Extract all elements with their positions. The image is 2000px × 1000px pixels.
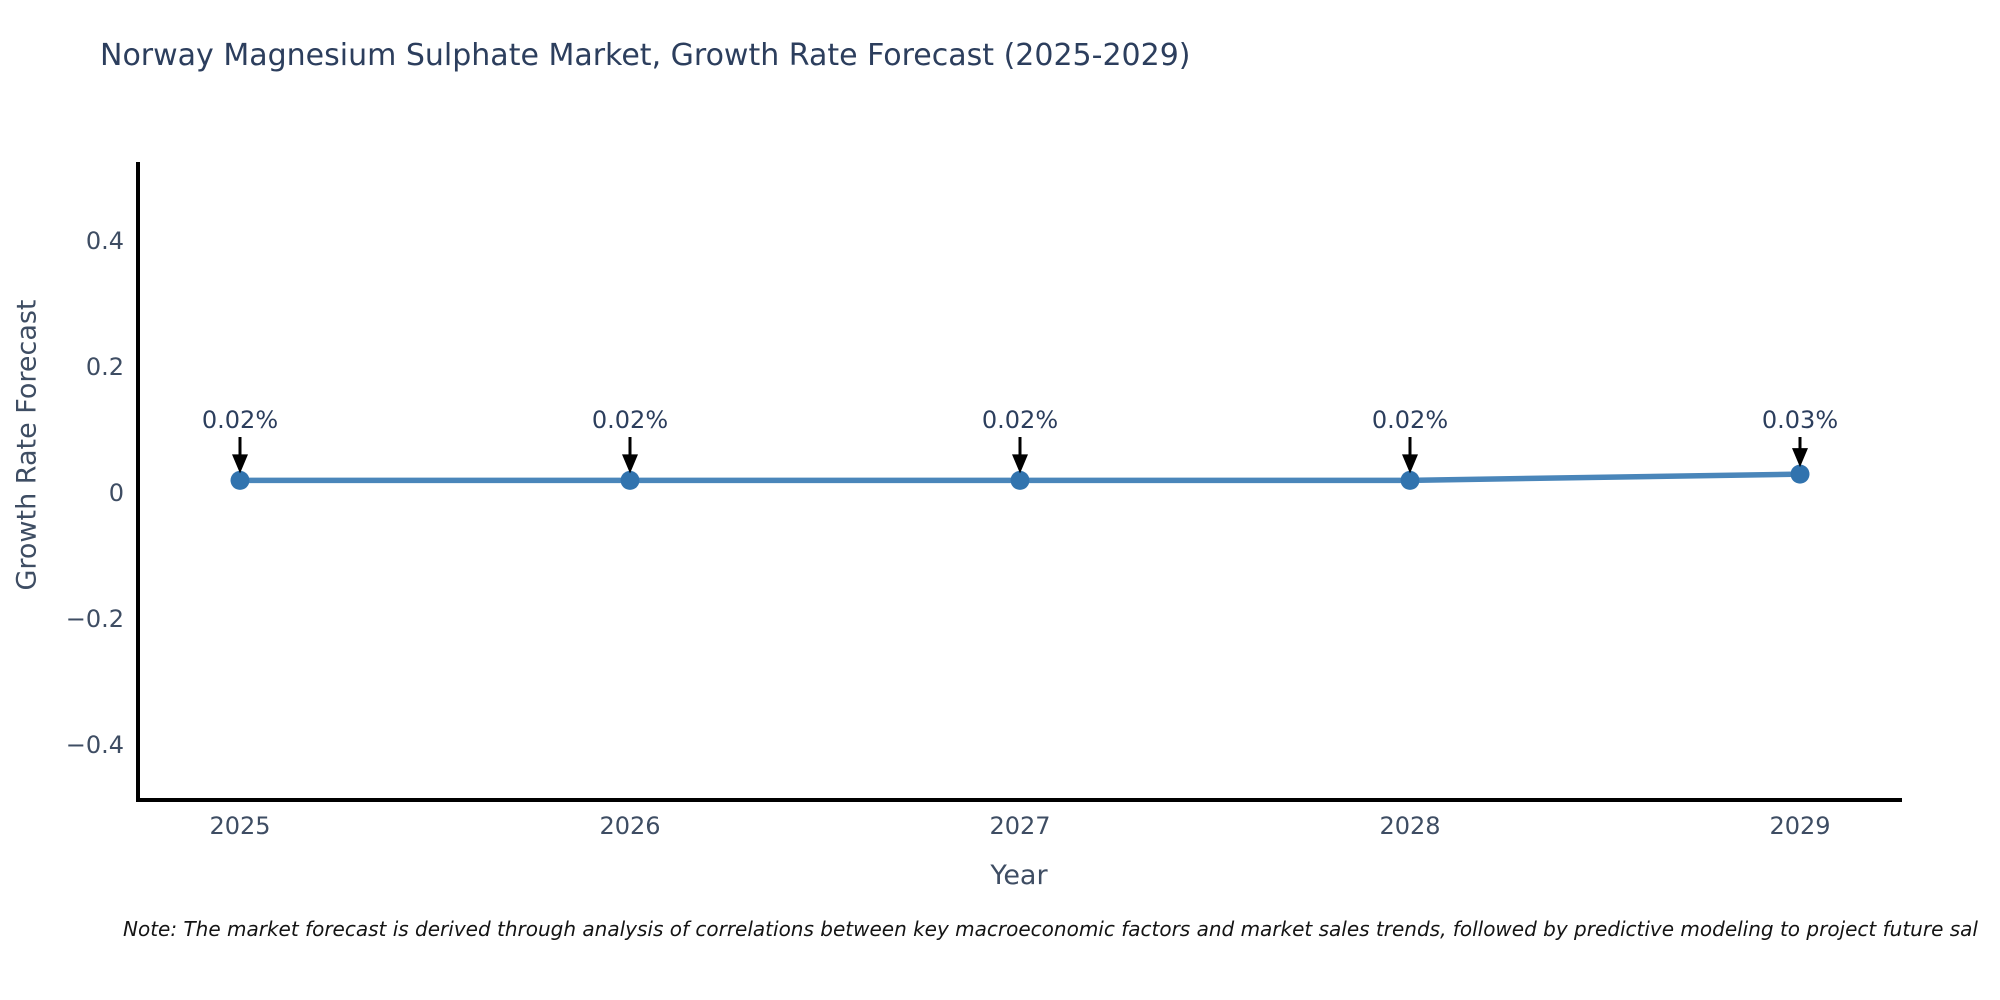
x-axis-title: Year <box>990 860 1048 891</box>
x-tick-label: 2028 <box>1379 812 1440 840</box>
data-point-marker <box>1400 470 1420 490</box>
y-axis-title: Growth Rate Forecast <box>11 299 43 591</box>
annotation-arrowhead <box>1792 448 1808 468</box>
annotation-arrowhead <box>1012 454 1028 474</box>
annotation-label: 0.02% <box>592 406 668 434</box>
annotation-label: 0.02% <box>1372 406 1448 434</box>
x-tick-label: 2025 <box>209 812 270 840</box>
footnote: Note: The market forecast is derived thr… <box>123 917 1978 941</box>
annotation-arrowhead <box>232 454 248 474</box>
y-tick-label: −0.2 <box>66 605 124 633</box>
annotation-arrowhead <box>1402 454 1418 474</box>
y-tick-label: 0.2 <box>86 353 124 381</box>
annotation-label: 0.02% <box>982 406 1058 434</box>
annotation-label: 0.03% <box>1762 406 1838 434</box>
data-point-marker <box>230 470 250 490</box>
annotation-arrowhead <box>622 454 638 474</box>
x-tick-label: 2027 <box>989 812 1050 840</box>
x-tick-label: 2029 <box>1769 812 1830 840</box>
data-point-marker <box>1010 470 1030 490</box>
y-tick-label: 0 <box>109 479 124 507</box>
annotation-label: 0.02% <box>202 406 278 434</box>
y-tick-label: −0.4 <box>66 731 124 759</box>
y-tick-label: 0.4 <box>86 227 124 255</box>
x-tick-label: 2026 <box>599 812 660 840</box>
data-point-marker <box>620 470 640 490</box>
data-point-marker <box>1790 464 1810 484</box>
chart-title: Norway Magnesium Sulphate Market, Growth… <box>100 38 1191 73</box>
